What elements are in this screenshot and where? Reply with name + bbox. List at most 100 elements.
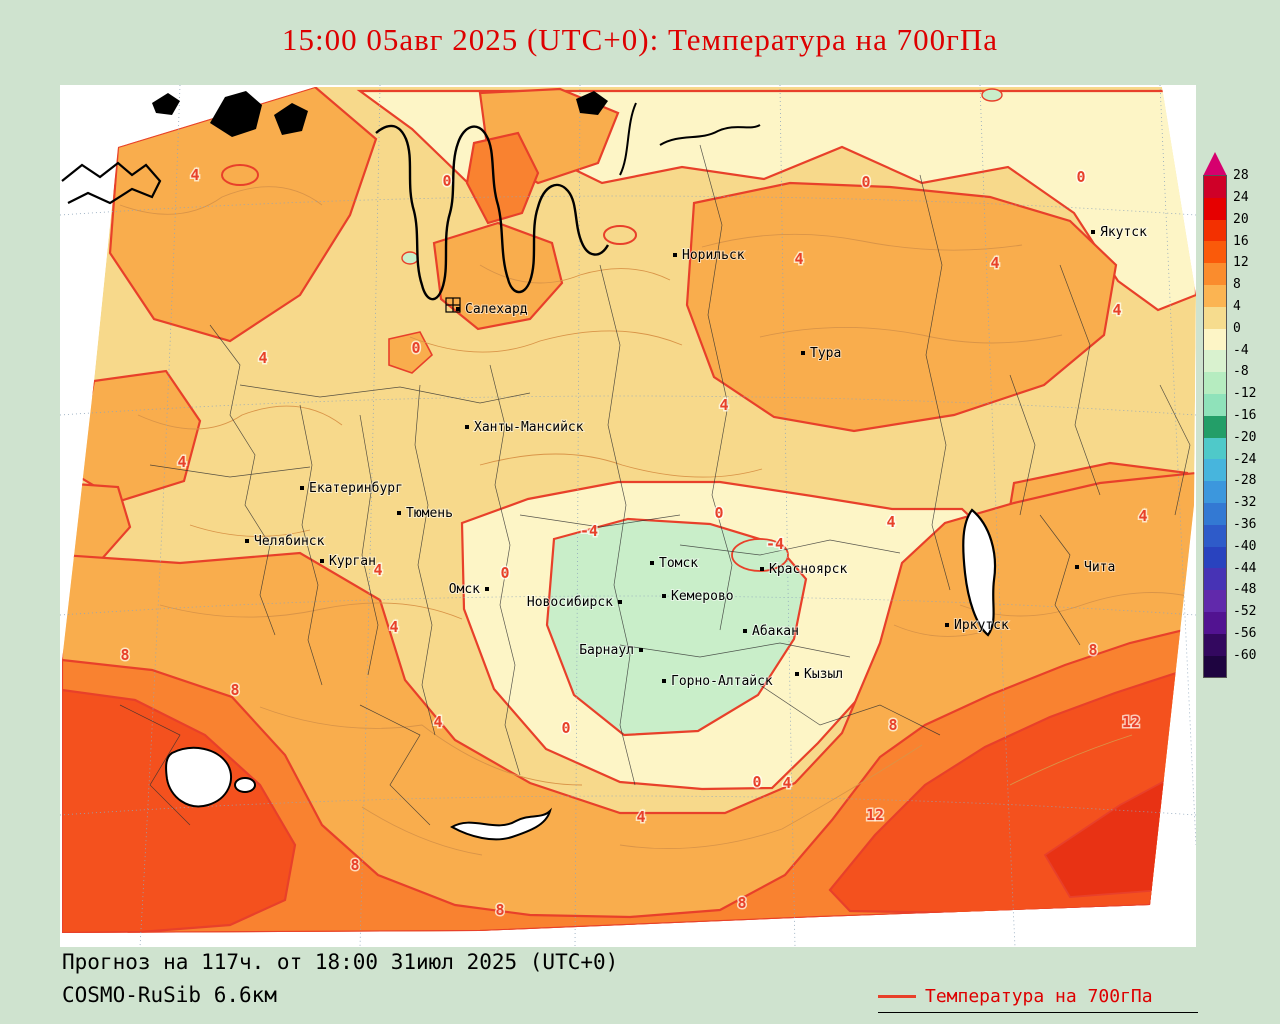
contour-value-label: 8 xyxy=(737,894,746,912)
city-dot xyxy=(320,559,324,563)
city-dot xyxy=(639,648,643,652)
contour-value-label: 0 xyxy=(561,719,570,737)
contour-value-label: 4 xyxy=(782,774,791,792)
contour-value-label: 8 xyxy=(888,716,897,734)
city-label: Норильск xyxy=(682,248,745,263)
contour-value-label: 0 xyxy=(752,773,761,791)
city-dot xyxy=(245,539,249,543)
city-dot xyxy=(618,600,622,604)
colorbar-tick: 20 xyxy=(1233,211,1249,227)
graticule xyxy=(59,84,1197,948)
city-label: Ханты-Мансийск xyxy=(474,420,584,435)
city-marker: Екатеринбург xyxy=(300,480,404,497)
colorbar-tick: -52 xyxy=(1233,604,1257,620)
page-title: 15:00 05авг 2025 (UTC+0): Температура на… xyxy=(281,22,998,57)
colorbar-tick: -8 xyxy=(1233,364,1249,380)
city-marker: Красноярск xyxy=(760,561,848,578)
city-markers: Норильск Якутск Салехард Тура Ханты-Мансийск… xyxy=(245,224,1148,690)
colorbar-tick: -44 xyxy=(1233,560,1257,576)
city-marker: Абакан xyxy=(743,623,800,640)
contour-value-label: 8 xyxy=(350,856,359,874)
colorbar-tick: -24 xyxy=(1233,451,1257,467)
city-label: Омск xyxy=(449,582,480,597)
city-label: Челябинск xyxy=(254,534,325,549)
city-label: Тура xyxy=(810,346,841,361)
city-marker: Якутск xyxy=(1091,224,1148,241)
colorbar-arrow-icon xyxy=(1203,152,1227,176)
map-panel: 4 0 0 0 4 4 4 0 4 4 4 0 4 -4 -4 4 4 0 4 8 8 8 4 8 0 12 0 4 12 4 8 8 8 Но… xyxy=(59,84,1197,948)
contour-value-label: 0 xyxy=(861,173,870,191)
contour-value-label: 8 xyxy=(120,646,129,664)
city-dot xyxy=(397,511,401,515)
city-label: Барнаул xyxy=(579,643,634,658)
city-marker: Омск xyxy=(448,581,489,598)
legend-line-swatch xyxy=(878,995,916,998)
temperature-colorbar: 28 24 20 16 12 8 4 0 -4 -8 -12 -16 -20 -24 -28 -32 -36 -4… xyxy=(1203,152,1256,679)
city-label: Горно-Алтайск xyxy=(671,674,773,689)
colorbar-segment xyxy=(1204,546,1226,569)
colorbar-segment xyxy=(1204,306,1226,329)
city-dot xyxy=(650,561,654,565)
city-label: Кызыл xyxy=(804,667,843,682)
city-dot xyxy=(465,425,469,429)
colorbar-tick: -4 xyxy=(1233,342,1249,358)
minor-contours xyxy=(119,186,1193,856)
city-marker: Челябинск xyxy=(245,533,326,550)
colorbar-tick: -16 xyxy=(1233,407,1257,423)
contour-value-label: 0 xyxy=(442,172,451,190)
contour-value-label: 4 xyxy=(433,713,442,731)
city-marker: Кызыл xyxy=(795,666,844,683)
colorbar-segment xyxy=(1204,284,1226,307)
city-marker: Тюмень xyxy=(397,505,454,522)
contour-value-label: 0 xyxy=(1076,168,1085,186)
city-dot xyxy=(801,351,805,355)
colorbar-tick: -20 xyxy=(1233,429,1257,445)
contour-value-label: 4 xyxy=(389,618,398,636)
contour-value-label: 4 xyxy=(177,453,186,471)
map-canvas: 4 0 0 0 4 4 4 0 4 4 4 0 4 -4 -4 4 4 0 4 8 8 8 4 8 0 12 0 4 12 4 8 8 8 Но… xyxy=(59,84,1197,948)
city-marker: Иркутск xyxy=(945,617,1010,634)
contour-value-label: 4 xyxy=(794,250,803,268)
contour-value-label: 12 xyxy=(1122,713,1140,731)
contour-value-label: 12 xyxy=(866,806,884,824)
legend-label: Температура на 700гПа xyxy=(925,986,1153,1007)
contour-value-label: 4 xyxy=(258,349,267,367)
contour-labels: 4 0 0 0 4 4 4 0 4 4 4 0 4 -4 -4 4 4 0 4 8 8 8 4 8 0 12 0 4 12 4 8 8 8 xyxy=(119,165,1149,921)
colorbar-segment xyxy=(1204,219,1226,242)
colorbar-tick: -56 xyxy=(1233,625,1257,641)
temperature-field xyxy=(62,87,1196,933)
city-marker: Новосибирск xyxy=(526,594,622,611)
footer-model-line: COSMO-RuSib 6.6км xyxy=(62,983,277,1007)
city-label: Екатеринбург xyxy=(309,481,403,496)
city-label: Тюмень xyxy=(406,506,453,521)
footer-forecast-line: Прогноз на 117ч. от 18:00 31июл 2025 (UT… xyxy=(62,950,619,974)
colorbar-segment xyxy=(1204,633,1226,656)
colorbar-segment xyxy=(1204,350,1226,373)
contour-value-label: 4 xyxy=(636,808,645,826)
colorbar-segment xyxy=(1204,263,1226,285)
city-label: Красноярск xyxy=(769,562,847,577)
contour-value-label: 4 xyxy=(990,254,999,272)
city-dot xyxy=(662,679,666,683)
contour-value-label: -4 xyxy=(766,535,784,553)
colorbar-segment xyxy=(1204,197,1226,220)
colorbar-tick: 12 xyxy=(1233,255,1249,271)
contour-value-label: 8 xyxy=(1088,641,1097,659)
city-label: Кемерово xyxy=(671,589,734,604)
colorbar-tick: -12 xyxy=(1233,386,1257,402)
city-dot xyxy=(1075,565,1079,569)
city-label: Якутск xyxy=(1100,225,1147,240)
city-label: Томск xyxy=(659,556,698,571)
colorbar-tick-labels: 28 24 20 16 12 8 4 0 -4 -8 -12 -16 -20 -24 -28 -32 -36 -4… xyxy=(1233,165,1256,666)
colorbar-tick: -32 xyxy=(1233,495,1257,511)
city-label: Новосибирск xyxy=(527,595,613,610)
colorbar-segment xyxy=(1204,241,1226,264)
city-marker: Салехард xyxy=(456,301,529,318)
contour-value-label: 8 xyxy=(495,901,504,919)
legend: Температура на 700гПа xyxy=(878,986,1198,1013)
city-marker: Томск xyxy=(650,555,699,572)
colorbar-segment xyxy=(1204,568,1226,591)
contour-value-label: 4 xyxy=(373,561,382,579)
colorbar-segment xyxy=(1204,481,1226,503)
